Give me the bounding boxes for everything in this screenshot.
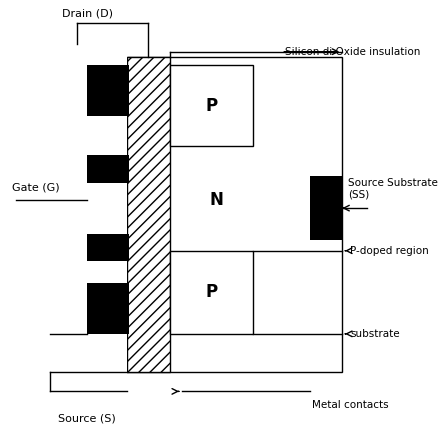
Bar [125, 57, 127, 372]
Text: P-doped region: P-doped region [350, 246, 429, 256]
Text: P: P [205, 97, 217, 115]
Text: N: N [210, 190, 224, 208]
Bar [86, 65, 129, 116]
Bar [86, 283, 129, 334]
Text: P: P [205, 283, 217, 301]
Bar [86, 234, 129, 261]
Bar [170, 65, 253, 146]
Text: Metal contacts: Metal contacts [312, 400, 388, 410]
Text: Source Substrate
(SS): Source Substrate (SS) [348, 178, 438, 200]
Text: Drain (D): Drain (D) [62, 8, 113, 18]
Bar [86, 155, 129, 182]
Bar [170, 251, 253, 334]
Text: Silicon di Oxide insulation: Silicon di Oxide insulation [285, 47, 421, 57]
Text: Source (S): Source (S) [58, 413, 116, 423]
Bar [127, 57, 170, 372]
Text: substrate: substrate [350, 329, 400, 339]
Bar [310, 176, 342, 240]
Text: Gate (G): Gate (G) [12, 183, 59, 193]
Bar [127, 57, 342, 372]
